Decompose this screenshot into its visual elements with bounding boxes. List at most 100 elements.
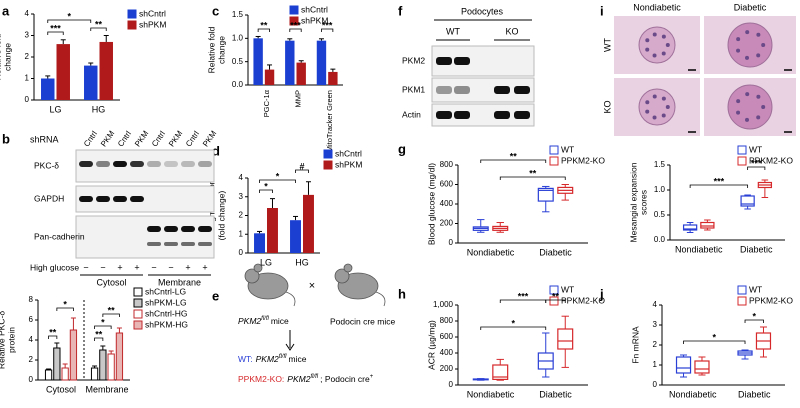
y-axis-label: Relative PKC-δ <box>0 311 6 369</box>
significance-bracket <box>94 337 104 341</box>
glomerulus <box>727 22 773 68</box>
significance-bracket <box>257 28 270 32</box>
column-label: Nondiabetic <box>633 2 681 12</box>
nucleus <box>652 94 657 99</box>
legend-label: shCntrl <box>301 4 328 14</box>
row-label: WT <box>602 38 612 52</box>
panel-label: g <box>398 141 406 156</box>
fraction-label: Cytosol <box>96 277 126 287</box>
y-tick-label: 0 <box>653 380 658 389</box>
y-tick-label: 800 <box>440 316 454 325</box>
y-tick-label: 0 <box>449 238 454 247</box>
y-tick-label: 4 <box>653 300 658 309</box>
box <box>700 221 715 229</box>
panel-label: d <box>212 143 220 158</box>
treatment-sign: + <box>117 262 122 272</box>
y-tick-label: 200 <box>440 364 454 373</box>
y-tick-label: 600 <box>440 332 454 341</box>
panel-label: h <box>398 286 406 301</box>
nucleus <box>745 55 750 60</box>
y-tick-label: 1.5 <box>232 10 244 19</box>
significance-bracket <box>259 189 273 193</box>
significance-label: ** <box>529 168 537 178</box>
x-tick-label: Nondiabetic <box>467 247 515 257</box>
significance-label: * <box>276 171 280 181</box>
lane-label: PKM <box>167 129 185 149</box>
blot-band <box>436 86 452 94</box>
blot-band <box>198 161 212 167</box>
x-tick-label: LG <box>49 104 61 114</box>
panel-label: c <box>212 3 219 18</box>
y-axis-label: change <box>2 43 12 71</box>
nucleus <box>761 43 766 47</box>
nucleus <box>761 105 766 109</box>
significance-label: ** <box>95 19 103 29</box>
parent-label: Podocin cre mice <box>330 316 395 326</box>
significance-bracket <box>499 176 566 180</box>
legend-swatch <box>737 285 747 295</box>
blot-band <box>514 111 530 119</box>
significance-bracket <box>259 179 296 183</box>
blot-band <box>454 57 470 65</box>
y-axis-label: Mesangial expansion <box>628 162 638 242</box>
legend-label: shCntrl <box>139 8 166 18</box>
significance-bracket <box>47 31 64 35</box>
panel-label: b <box>2 131 10 146</box>
nucleus <box>645 47 650 52</box>
y-tick-label: 1,000 <box>433 300 454 309</box>
nucleus <box>661 34 666 39</box>
y-tick-label: 400 <box>440 199 454 208</box>
nucleus <box>652 53 657 58</box>
legend-label: shCntrl <box>335 148 362 158</box>
nucleus <box>661 113 666 118</box>
y-tick-label: 0.0 <box>654 235 666 244</box>
significance-label: ** <box>49 327 57 337</box>
legend-swatch <box>133 298 143 308</box>
blot-band <box>147 226 161 232</box>
y-axis-label: ACR (µg/mg) <box>426 320 436 370</box>
nucleus <box>756 94 761 99</box>
nucleus <box>745 30 750 35</box>
bar <box>99 349 107 381</box>
genotype-part: PKM2 <box>256 354 279 364</box>
legend-label: PPKM2-KO <box>749 155 793 165</box>
y-tick-label: 3 <box>239 192 244 201</box>
y-tick-label: 1.0 <box>654 185 666 194</box>
nucleus <box>736 37 741 42</box>
significance-label: *** <box>714 176 725 186</box>
panel-label: f <box>398 3 403 18</box>
genotype-part: PPKM2-KO: <box>238 374 284 384</box>
y-tick-label: 0.5 <box>232 57 244 66</box>
significance-label: * <box>68 11 72 21</box>
blot-band <box>147 161 161 167</box>
x-tick-label: Nondiabetic <box>669 389 717 399</box>
significance-bracket <box>90 27 107 31</box>
treatment-sign: − <box>151 262 156 272</box>
genotype-part: fl/fl <box>261 316 269 322</box>
blot-band <box>454 111 470 119</box>
x-tick-label: LG <box>260 257 272 267</box>
treatment-sign: − <box>83 262 88 272</box>
y-tick-label: 400 <box>440 348 454 357</box>
legend-label: shCntrl-LG <box>145 286 186 296</box>
significance-label: ** <box>108 305 116 315</box>
panel-label: i <box>600 3 604 18</box>
significance-label: *** <box>751 158 762 168</box>
blot-band <box>164 242 178 246</box>
significance-bracket <box>321 28 334 32</box>
bar <box>41 78 55 100</box>
blot-band <box>113 196 127 202</box>
treatment-sign: + <box>134 262 139 272</box>
blot-row-label: Pan-cadherin <box>34 231 85 241</box>
nucleus <box>665 105 670 109</box>
genotype-part: fl/fl <box>279 354 287 360</box>
bar <box>99 41 113 100</box>
blot-band <box>164 161 178 167</box>
lane-label: Cntrl <box>116 129 133 148</box>
blot-band <box>96 196 110 202</box>
blot-band <box>79 161 93 167</box>
legend-label: shPKM <box>139 19 166 29</box>
y-tick-label: 1 <box>239 229 244 238</box>
x-tick-label: Cytosol <box>46 384 76 394</box>
